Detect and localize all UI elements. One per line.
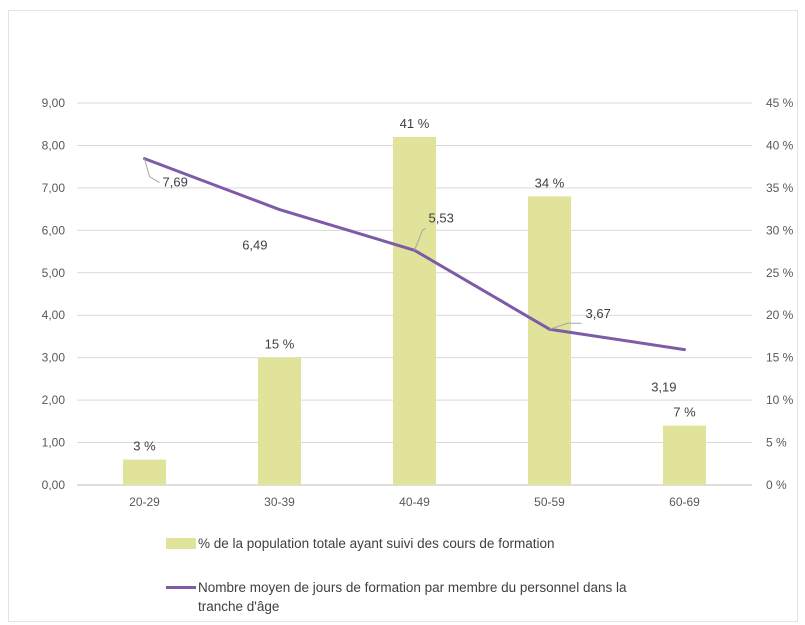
legend-line-swatch <box>166 586 196 589</box>
right-tick-label: 45 % <box>766 96 794 110</box>
right-tick-label: 30 % <box>766 223 794 237</box>
line-data-label: 5,53 <box>429 210 454 225</box>
leader-line <box>549 322 582 330</box>
line-data-label: 6,49 <box>242 238 267 253</box>
x-tick-label: 60-69 <box>669 495 700 509</box>
x-tick-label: 20-29 <box>129 495 160 509</box>
line-data-label: 7,69 <box>163 175 188 190</box>
right-tick-label: 0 % <box>766 478 787 492</box>
left-tick-label: 7,00 <box>42 181 66 195</box>
x-tick-label: 50-59 <box>534 495 565 509</box>
leader-line <box>414 227 426 251</box>
left-tick-label: 5,00 <box>42 266 66 280</box>
left-tick-label: 3,00 <box>42 351 66 365</box>
right-tick-label: 10 % <box>766 393 794 407</box>
bar <box>258 357 301 485</box>
legend-line-label: Nombre moyen de jours de formation par m… <box>198 580 627 614</box>
line-data-label: 3,67 <box>586 306 611 321</box>
leader-line <box>144 158 160 184</box>
right-tick-label: 20 % <box>766 308 794 322</box>
right-tick-label: 15 % <box>766 351 794 365</box>
x-tick-label: 40-49 <box>399 495 430 509</box>
left-tick-label: 4,00 <box>42 308 66 322</box>
bar-data-label: 7 % <box>673 405 696 420</box>
right-tick-label: 40 % <box>766 138 794 152</box>
left-tick-label: 2,00 <box>42 393 66 407</box>
left-tick-label: 0,00 <box>42 478 66 492</box>
bar-data-label: 3 % <box>133 439 156 454</box>
right-tick-label: 35 % <box>766 181 794 195</box>
bar-data-label: 15 % <box>265 337 295 352</box>
bar <box>123 459 166 485</box>
legend-bar-label: % de la population totale ayant suivi de… <box>198 536 555 551</box>
bar <box>393 136 436 485</box>
left-tick-label: 8,00 <box>42 138 66 152</box>
left-tick-label: 6,00 <box>42 223 66 237</box>
x-tick-label: 30-39 <box>264 495 295 509</box>
legend-bar-swatch <box>166 538 196 549</box>
bar <box>528 196 571 485</box>
bar-data-label: 41 % <box>400 116 430 131</box>
bar <box>663 425 706 485</box>
right-tick-label: 5 % <box>766 436 787 450</box>
right-tick-label: 25 % <box>766 266 794 280</box>
bar-data-label: 34 % <box>535 175 565 190</box>
line-data-label: 3,19 <box>651 380 676 395</box>
left-tick-label: 9,00 <box>42 96 66 110</box>
left-tick-label: 1,00 <box>42 436 66 450</box>
